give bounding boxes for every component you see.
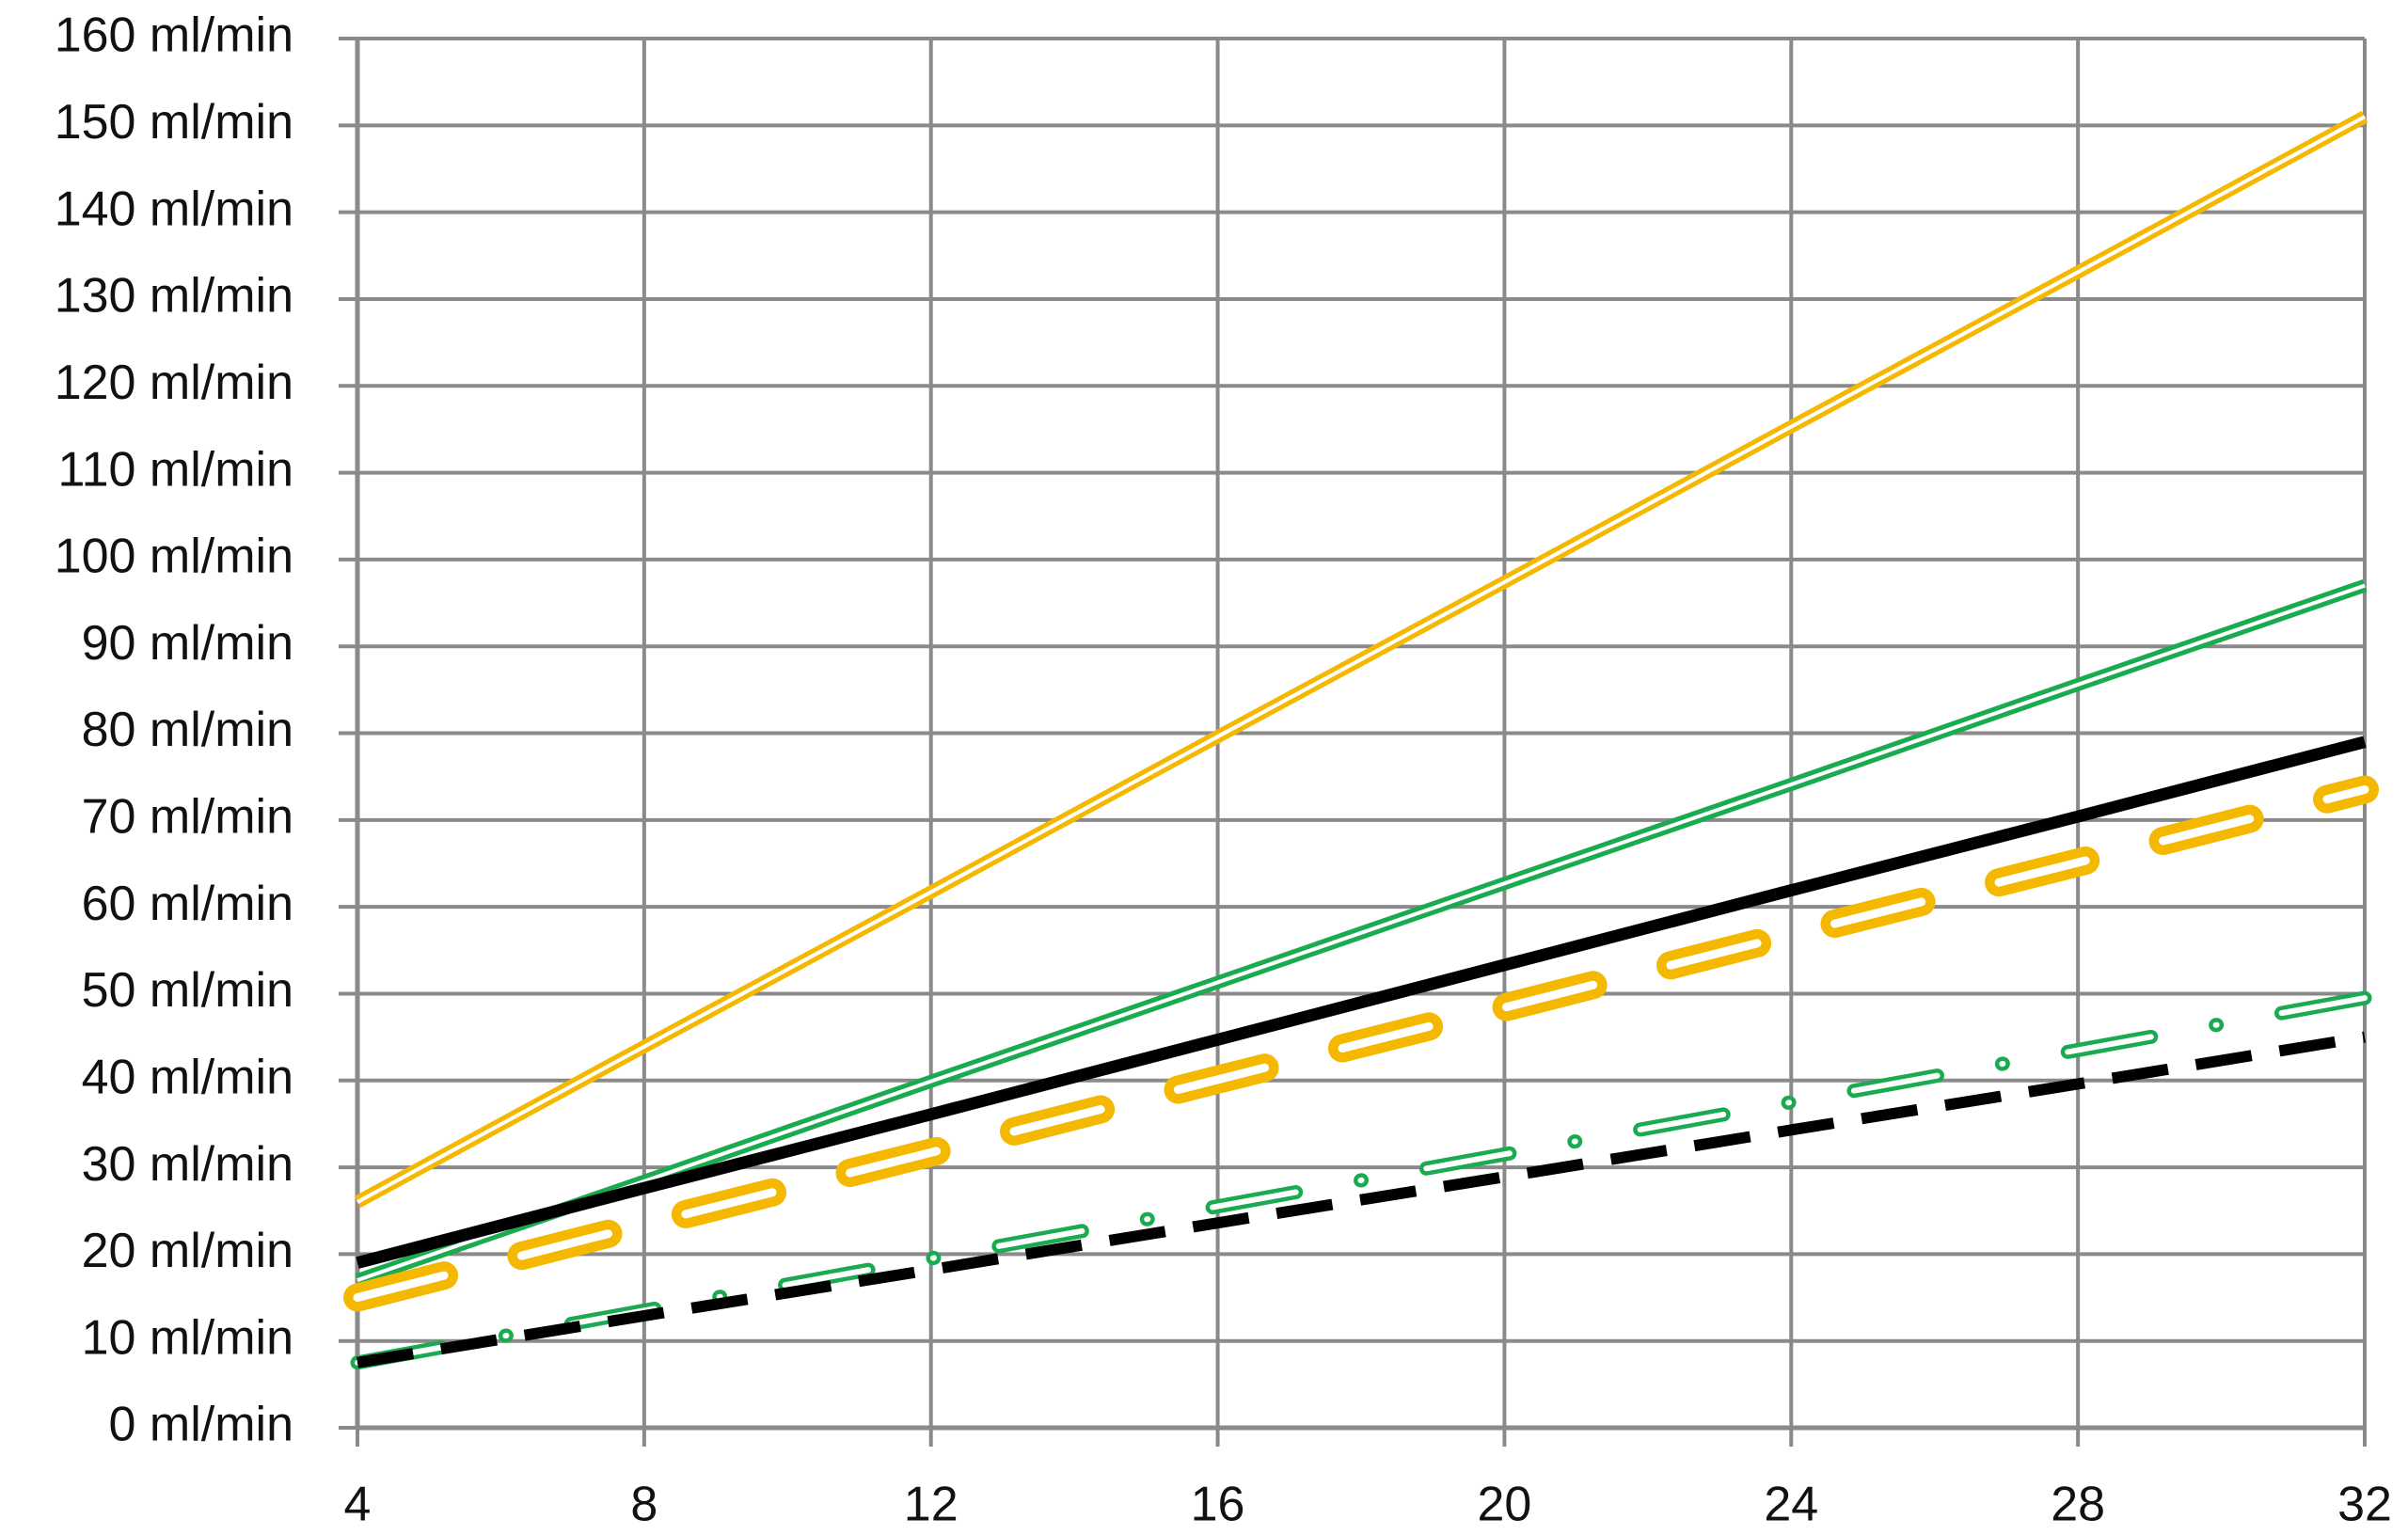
x-tick-label: 16 xyxy=(1191,1478,1245,1532)
y-tick-label: 110 ml/min xyxy=(58,442,293,497)
y-tick-label: 70 ml/min xyxy=(82,790,293,845)
y-tick-label: 160 ml/min xyxy=(55,8,293,63)
y-tick-label: 40 ml/min xyxy=(82,1050,293,1104)
x-tick-label: 8 xyxy=(630,1478,657,1532)
y-tick-label: 30 ml/min xyxy=(82,1137,293,1192)
series-line-inner xyxy=(355,995,2368,1366)
x-tick-label: 24 xyxy=(1764,1478,1818,1532)
y-tick-label: 50 ml/min xyxy=(82,963,293,1018)
y-tick-label: 10 ml/min xyxy=(82,1310,293,1365)
y-tick-label: 150 ml/min xyxy=(55,95,293,150)
series-line-inner xyxy=(356,115,2366,1204)
series-line xyxy=(356,1031,2366,1369)
y-tick-label: 140 ml/min xyxy=(55,182,293,236)
y-tick-label: 0 ml/min xyxy=(109,1398,293,1452)
series-line-inner xyxy=(356,583,2366,1282)
series-line xyxy=(356,736,2367,1269)
y-tick-label: 60 ml/min xyxy=(82,877,293,931)
y-tick-label: 80 ml/min xyxy=(82,703,293,757)
x-tick-label: 12 xyxy=(904,1478,958,1532)
series-line-inner xyxy=(353,785,2369,1303)
x-tick-label: 4 xyxy=(344,1478,372,1532)
x-tick-label: 20 xyxy=(1478,1478,1532,1532)
y-tick-label: 120 ml/min xyxy=(55,356,293,410)
y-tick-label: 100 ml/min xyxy=(55,530,293,584)
y-tick-label: 20 ml/min xyxy=(82,1224,293,1278)
x-tick-label: 32 xyxy=(2337,1478,2392,1532)
y-tick-label: 90 ml/min xyxy=(82,616,293,671)
y-tick-label: 130 ml/min xyxy=(55,269,293,324)
x-tick-label: 28 xyxy=(2051,1478,2105,1532)
